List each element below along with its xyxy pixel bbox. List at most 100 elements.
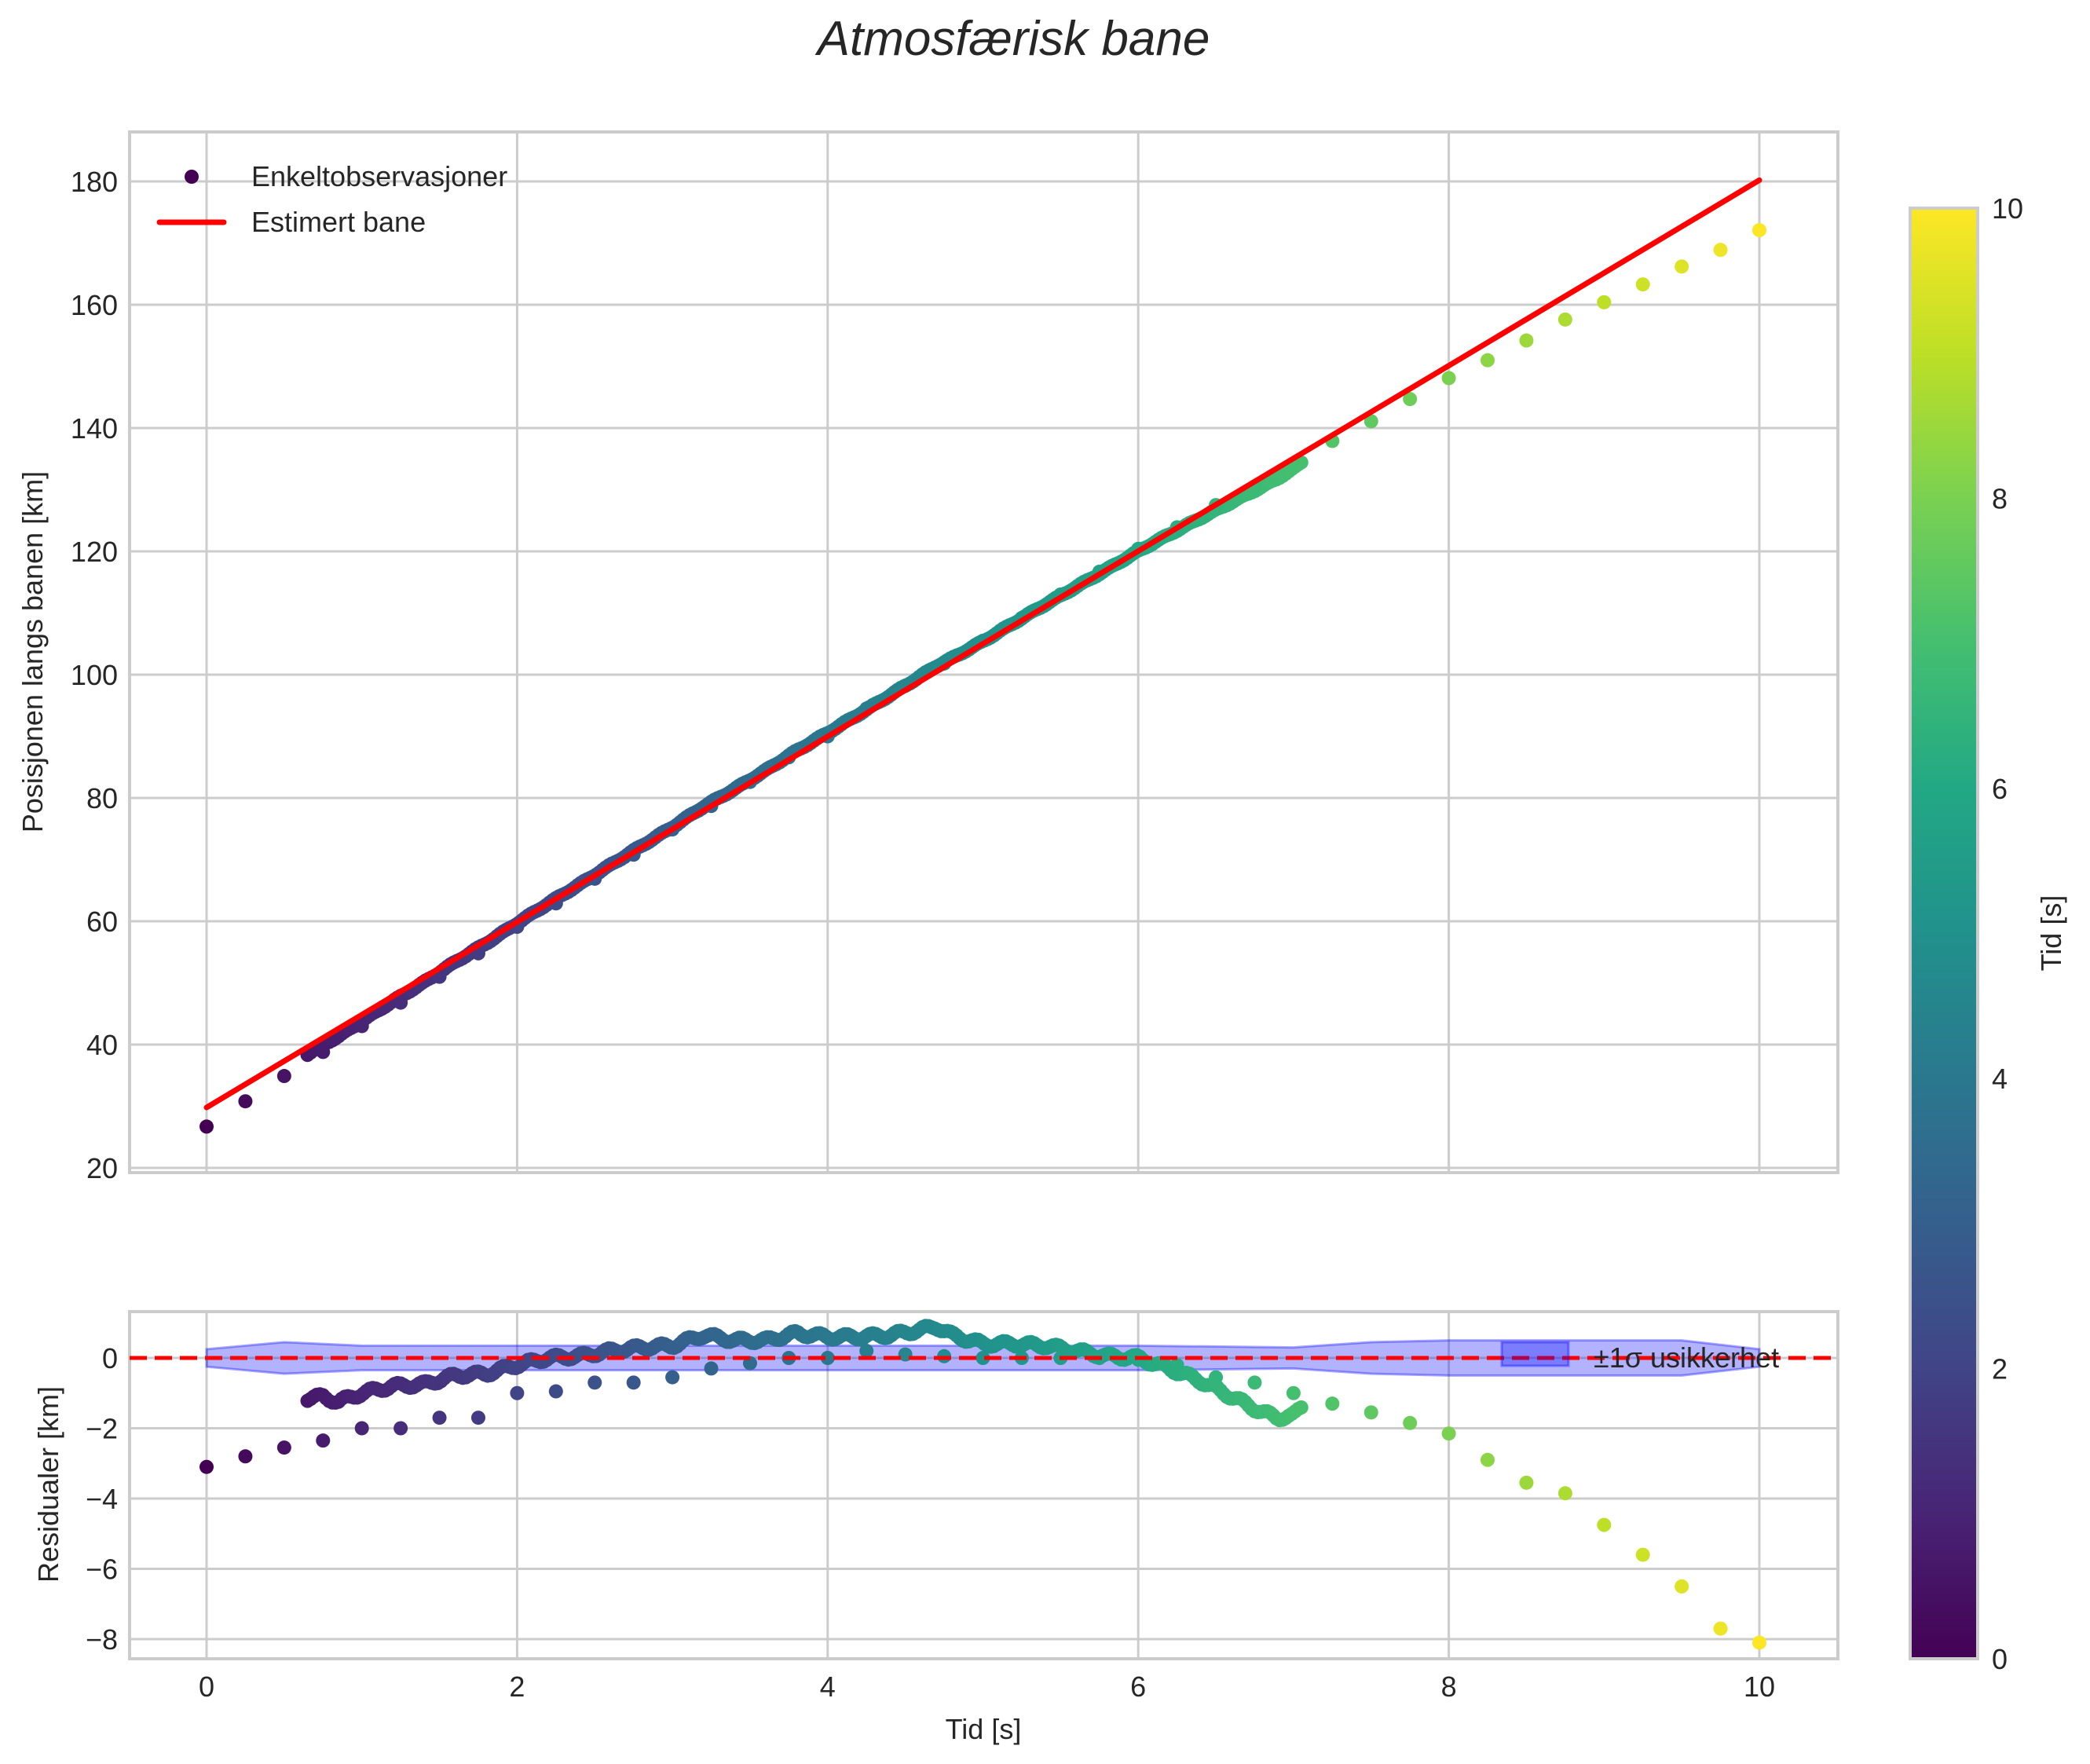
residual-plot: 0 −2 −4 −6 −8 0 2 4 6 8 10 Residualer [km] Tid [s…: [32, 1310, 1839, 1745]
residual-point: [393, 1421, 408, 1436]
residual-point: [1286, 1385, 1301, 1400]
residual-y-tick: −8: [86, 1623, 118, 1656]
observation-point: [1519, 333, 1534, 348]
main-legend: Enkeltobservasjoner Estimert bane: [156, 160, 507, 238]
residual-point: [975, 1351, 990, 1365]
legend-estimate-label: Estimert bane: [251, 206, 426, 238]
main-y-tick-labels: 20 40 60 80 100 120 140 160 180: [71, 166, 118, 1184]
observation-point: [1752, 223, 1766, 238]
residual-y-tick: −6: [86, 1554, 118, 1586]
colorbar: 0 2 4 6 8 10 Tid [s]: [1909, 192, 2067, 1675]
residual-point: [1713, 1621, 1728, 1636]
main-y-tick: 100: [71, 659, 118, 691]
residual-point: [1481, 1452, 1495, 1467]
residual-point: [276, 1440, 291, 1455]
main-y-tick: 160: [71, 289, 118, 321]
residual-point: [1325, 1396, 1340, 1411]
main-gridlines: [130, 132, 1838, 1173]
residual-point: [1675, 1579, 1689, 1594]
observation-point: [199, 1119, 214, 1134]
residual-point: [1363, 1405, 1378, 1420]
residual-point: [665, 1370, 680, 1385]
legend-observation-marker: [185, 170, 199, 184]
residual-point: [587, 1375, 602, 1390]
residual-point: [820, 1351, 835, 1365]
colorbar-tick: 0: [1992, 1643, 2008, 1675]
observation-point: [1597, 295, 1612, 309]
observation-point: [276, 1069, 291, 1084]
residual-y-tick: −4: [86, 1483, 118, 1515]
legend-sigma-label: ±1σ usikkerhet: [1594, 1341, 1779, 1374]
colorbar-tick: 10: [1992, 192, 2023, 225]
residual-point: [470, 1411, 485, 1425]
x-tick: 10: [1744, 1671, 1775, 1703]
residual-point: [1169, 1357, 1184, 1372]
residual-axes-frame: [128, 1310, 1839, 1660]
observation-point: [1557, 312, 1572, 327]
observation-point: [1441, 371, 1456, 386]
x-tick: 2: [509, 1671, 525, 1703]
residual-point: [1597, 1517, 1612, 1532]
residual-y-axis-label: Residualer [km]: [32, 1386, 64, 1583]
residual-point: [1247, 1375, 1262, 1390]
main-y-tick: 140: [71, 412, 118, 445]
residual-point: [1294, 1400, 1309, 1414]
main-axes-frame: [128, 130, 1839, 1174]
residual-point: [1557, 1486, 1572, 1501]
observation-point: [316, 1045, 331, 1059]
residual-point: [1209, 1370, 1224, 1385]
colorbar-label: Tid [s]: [2035, 895, 2067, 972]
legend-observations-label: Enkeltobservasjoner: [251, 160, 507, 192]
colorbar-tick: 8: [1992, 482, 2008, 514]
residual-y-tick: −2: [86, 1413, 118, 1445]
observation-point: [238, 1094, 253, 1109]
residual-point: [1519, 1475, 1534, 1490]
residual-point: [548, 1384, 563, 1399]
observation-point: [1403, 392, 1418, 407]
residual-point: [1752, 1635, 1766, 1650]
colorbar-tick: 6: [1992, 773, 2008, 805]
observation-points: [199, 223, 1766, 1134]
residual-point: [1635, 1547, 1650, 1562]
residual-point: [510, 1385, 525, 1400]
observation-point: [1713, 243, 1728, 258]
main-y-axis-label: Posisjonen langs banen [km]: [16, 471, 49, 833]
chart-title: Atmosfærisk bane: [817, 12, 1210, 66]
x-tick: 4: [820, 1671, 836, 1703]
x-tick-labels: 0 2 4 6 8 10: [199, 1671, 1775, 1703]
residual-point: [1441, 1426, 1456, 1441]
residual-legend: ±1σ usikkerhet: [1500, 1341, 1779, 1374]
residual-point: [238, 1449, 253, 1464]
observation-point: [1675, 259, 1689, 274]
observation-point: [354, 1019, 369, 1034]
main-y-tick: 180: [71, 166, 118, 198]
main-plot: 20 40 60 80 100 120 140 160 180 Posisjonen langs…: [16, 130, 1839, 1184]
residual-point: [354, 1421, 369, 1436]
main-y-tick: 60: [86, 906, 118, 938]
main-y-tick: 20: [86, 1152, 118, 1184]
x-tick: 6: [1130, 1671, 1146, 1703]
colorbar-tick: 2: [1992, 1353, 2008, 1385]
x-axis-label: Tid [s]: [946, 1713, 1022, 1745]
residual-y-tick-labels: 0 −2 −4 −6 −8: [86, 1342, 118, 1656]
x-tick: 0: [199, 1671, 214, 1703]
main-y-tick: 120: [71, 536, 118, 568]
colorbar-tick: 4: [1992, 1063, 2008, 1095]
estimate-line: [203, 177, 1762, 1111]
colorbar-tick-labels: 0 2 4 6 8 10: [1992, 192, 2023, 1675]
legend-sigma-swatch: [1500, 1341, 1570, 1367]
observation-point: [1635, 277, 1650, 292]
residual-point: [316, 1433, 331, 1448]
observation-point: [393, 995, 408, 1010]
residual-point: [859, 1344, 874, 1359]
main-y-tick: 40: [86, 1029, 118, 1061]
residual-point: [432, 1411, 447, 1425]
residual-y-tick: 0: [102, 1342, 118, 1374]
colorbar-gradient: [1909, 207, 1979, 1660]
residual-point: [199, 1459, 214, 1474]
residual-point: [1403, 1415, 1418, 1430]
observation-point: [1481, 353, 1495, 368]
main-y-tick: 80: [86, 782, 118, 814]
residual-point: [626, 1375, 641, 1390]
